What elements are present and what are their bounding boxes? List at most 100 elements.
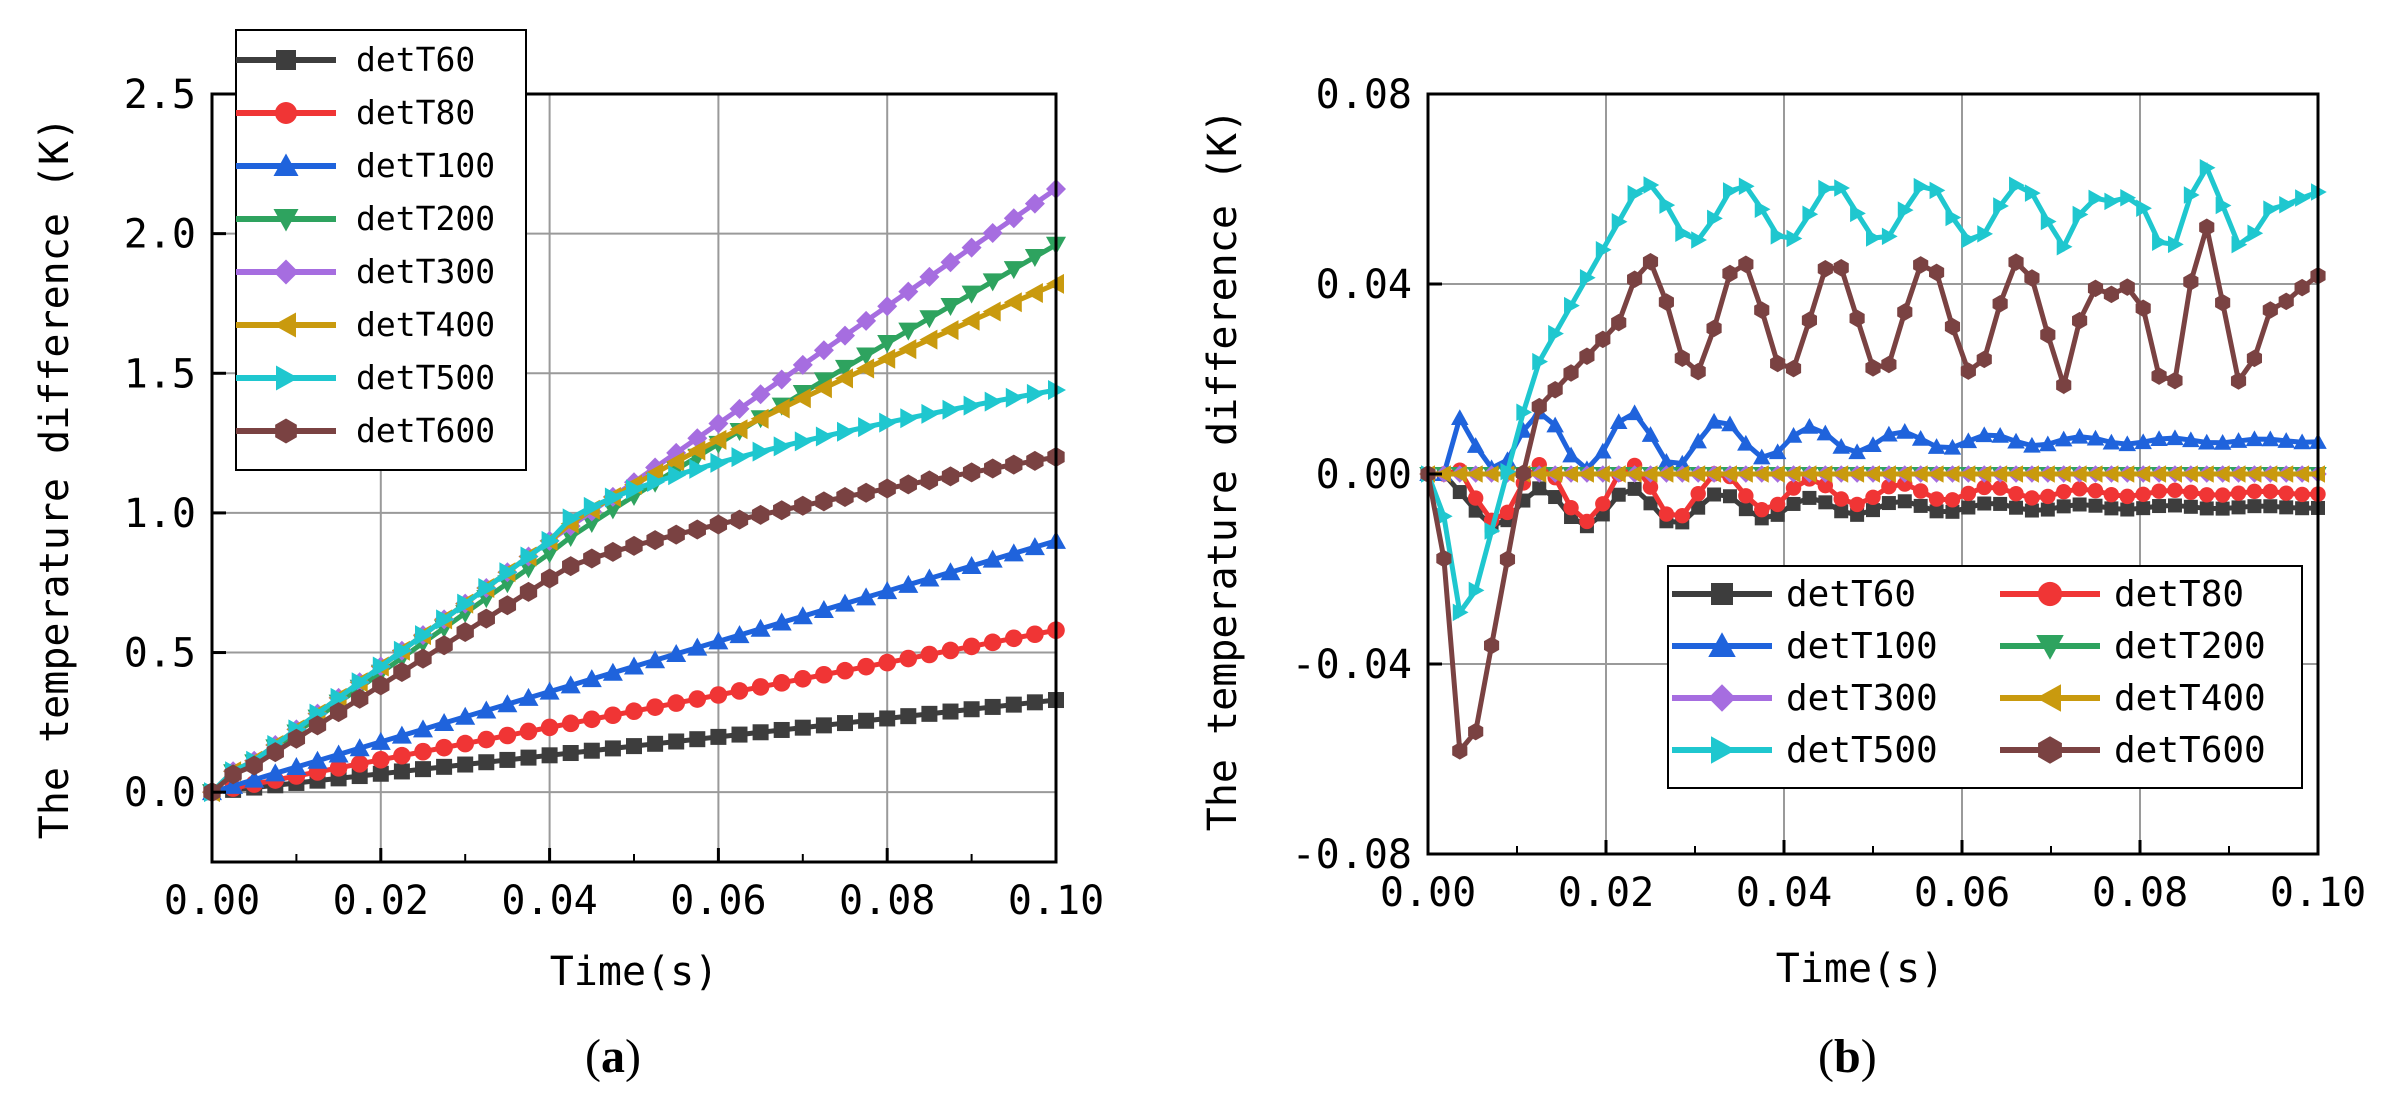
- panel-b-point-detT600: [1960, 362, 1976, 380]
- panel-b-point-detT60: [1548, 490, 1563, 505]
- panel-a-point-detT400: [961, 310, 980, 331]
- panel-a-point-detT100: [982, 549, 1003, 568]
- panel-a-point-detT80: [583, 710, 601, 729]
- panel-a-point-detT300: [771, 369, 792, 390]
- panel-a-point-detT600: [583, 548, 601, 569]
- panel-b-point-detT80: [2103, 486, 2120, 503]
- panel-a-point-detT200: [1003, 261, 1024, 280]
- panel-a-legend-marker: [275, 102, 297, 124]
- panel-b-point-detT60: [1643, 496, 1658, 511]
- panel-a-point-detT600: [393, 662, 411, 683]
- panel-b-point-detT100: [1768, 443, 1787, 460]
- panel-a-point-detT100: [476, 700, 497, 719]
- panel-a-point-detT600: [794, 495, 812, 516]
- panel-b-point-detT600: [1913, 256, 1929, 274]
- panel-b-point-detT60: [1913, 498, 1928, 513]
- panel-b-point-detT600: [1992, 295, 2008, 313]
- panel-a-point-detT80: [920, 645, 939, 664]
- panel-b-point-detT100: [1927, 438, 1946, 454]
- panel-a-point-detT600: [773, 500, 791, 521]
- panel-a-point-detT100: [539, 681, 560, 700]
- panel-b-point-detT100: [1832, 437, 1850, 454]
- panel-b-point-detT60: [2120, 502, 2135, 517]
- panel-b-point-detT500: [1866, 229, 1882, 247]
- panel-b-point-detT500: [1961, 230, 1978, 249]
- panel-b-point-detT600: [1833, 259, 1849, 277]
- panel-a-legend-marker: [273, 153, 299, 176]
- panel-a-point-detT60: [710, 728, 727, 745]
- panel-b-point-detT100: [1737, 434, 1755, 451]
- panel-a-point-detT100: [708, 631, 729, 650]
- panel-a-point-detT60: [499, 751, 516, 768]
- panel-a-point-detT500: [879, 412, 898, 433]
- panel-b-point-detT600: [2246, 349, 2263, 368]
- panel-a-point-detT300: [729, 398, 750, 419]
- panel-a-point-detT80: [456, 734, 475, 753]
- panel-b-point-detT100: [2229, 432, 2248, 448]
- panel-a-point-detT500: [900, 408, 919, 429]
- panel-a-point-detT500: [478, 577, 497, 598]
- panel-b-point-detT400: [1991, 465, 2008, 483]
- panel-a-point-detT80: [1026, 625, 1044, 644]
- panel-b-point-detT600: [2135, 299, 2151, 317]
- panel-b-point-detT600: [1865, 359, 1881, 377]
- panel-a-legend-label: detT80: [356, 93, 475, 132]
- panel-b-point-detT400: [2102, 465, 2119, 483]
- panel-b-point-detT400: [1689, 465, 1706, 483]
- panel-a-point-detT200: [856, 347, 877, 366]
- panel-b-point-detT500: [1659, 196, 1676, 214]
- panel-b-point-detT400: [2261, 465, 2278, 483]
- panel-a-point-detT600: [920, 470, 939, 491]
- panel-b-point-detT80: [1912, 483, 1929, 499]
- panel-a-point-detT60: [541, 747, 558, 764]
- panel-a-point-detT600: [287, 728, 306, 749]
- panel-b-point-detT80: [1881, 478, 1897, 495]
- panel-b-point-detT100: [1451, 409, 1469, 425]
- panel-a-point-detT200: [940, 297, 961, 316]
- panel-b-point-detT400: [1975, 465, 1992, 483]
- panel-b-point-detT600: [1531, 397, 1547, 416]
- panel-b-point-detT80: [1944, 492, 1961, 508]
- panel-b-point-detT400: [1721, 465, 1737, 483]
- panel-a-point-detT500: [562, 508, 581, 529]
- panel-a-point-detT100: [455, 706, 476, 725]
- panel-a-point-detT200: [877, 335, 898, 354]
- panel-b-point-detT600: [2056, 376, 2072, 395]
- panel-b-point-detT80: [2167, 482, 2183, 499]
- panel-a-point-detT200: [835, 359, 855, 378]
- panel-a-point-detT500: [626, 479, 644, 500]
- panel-b-point-detT100: [2039, 435, 2057, 452]
- panel-a-point-detT80: [414, 742, 432, 761]
- panel-b-point-detT400: [1896, 465, 1912, 483]
- panel-a-x-tick-label: 0.10: [1008, 878, 1104, 924]
- panel-a-point-detT600: [984, 458, 1002, 479]
- panel-b-point-detT400: [2166, 465, 2182, 483]
- panel-a-point-detT80: [372, 750, 390, 769]
- panel-a-point-detT600: [224, 764, 242, 785]
- panel-b-point-detT100: [1911, 429, 1930, 446]
- panel-a-point-detT400: [1003, 292, 1022, 313]
- panel-b-y-tick-label: -0.04: [1292, 642, 1412, 688]
- panel-a-x-tick-label: 0.02: [333, 878, 429, 924]
- panel-b-point-detT400: [1927, 465, 1944, 483]
- panel-b-point-detT80: [1817, 477, 1834, 494]
- panel-a-point-detT600: [941, 466, 960, 487]
- panel-b-point-detT400: [1641, 465, 1658, 483]
- panel-a-point-detT600: [815, 491, 833, 512]
- panel-a-series-detT500: [204, 380, 1066, 803]
- panel-a-y-tick-label: 1.0: [124, 491, 196, 537]
- panel-b-point-detT100: [1673, 454, 1692, 471]
- panel-a-point-detT300: [1003, 208, 1024, 229]
- panel-b-point-detT600: [1785, 359, 1802, 378]
- panel-b-legend-marker: [1708, 684, 1736, 712]
- panel-a-point-detT60: [351, 768, 368, 785]
- panel-b-point-detT600: [1928, 263, 1945, 282]
- panel-b-axis-ticks: 0.00 0.02 0.04 0.06 0.08 0.10 -0.08 -0.04 0.00 0.…: [1292, 72, 2367, 916]
- panel-b-y-tick-label: 0.00: [1316, 452, 1412, 498]
- panel-a-point-detT80: [435, 738, 453, 757]
- panel-a-legend-marker: [273, 312, 296, 338]
- panel-a-point-detT600: [562, 556, 580, 577]
- panel-b-point-detT60: [1707, 487, 1722, 502]
- panel-a-point-detT80: [625, 702, 643, 720]
- panel-a-point-detT60: [921, 705, 938, 722]
